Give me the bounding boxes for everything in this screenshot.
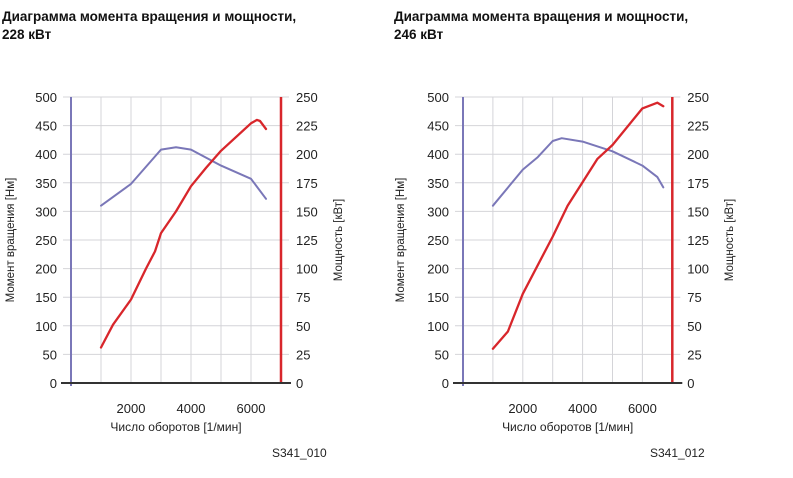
y2-tick-label: 50 (687, 319, 701, 334)
y-tick-label: 0 (50, 376, 57, 391)
y2-tick-label: 200 (687, 147, 709, 162)
y2-tick-label: 150 (687, 204, 709, 219)
y-axis-label: Момент вращения [Нм] (5, 178, 17, 303)
x-axis-label: Число оборотов [1/мин] (110, 420, 241, 434)
y-tick-label: 200 (35, 262, 57, 277)
title-line-2: 228 кВт (2, 27, 52, 42)
x-tick-label: 4000 (177, 401, 206, 416)
power-line (491, 101, 665, 350)
y2-tick-label: 125 (296, 233, 318, 248)
torque-line (100, 146, 267, 207)
x-tick-label: 6000 (237, 401, 266, 416)
y2-tick-label: 0 (687, 376, 694, 391)
y-tick-label: 100 (427, 319, 449, 334)
y2-tick-label: 75 (296, 290, 310, 305)
y-tick-label: 250 (35, 233, 57, 248)
y2-tick-label: 225 (687, 119, 709, 134)
y-tick-label: 50 (43, 347, 57, 362)
y2-axis-label: Мощность [кВт] (333, 199, 345, 282)
y-tick-label: 250 (427, 233, 449, 248)
y-tick-label: 450 (35, 119, 57, 134)
y-tick-label: 300 (35, 204, 57, 219)
y-axis-label: Момент вращения [Нм] (395, 178, 407, 303)
x-axis-label: Число оборотов [1/мин] (502, 420, 633, 434)
figure-code-2: S341_012 (650, 446, 705, 460)
torque-line (491, 137, 665, 207)
y2-tick-label: 250 (296, 90, 318, 105)
y2-tick-label: 0 (296, 376, 303, 391)
y-tick-label: 400 (35, 147, 57, 162)
y-tick-label: 150 (35, 290, 57, 305)
y-tick-label: 500 (35, 90, 57, 105)
y2-tick-label: 75 (687, 290, 701, 305)
x-tick-label: 6000 (628, 401, 657, 416)
y2-tick-label: 200 (296, 147, 318, 162)
y-tick-label: 350 (427, 176, 449, 191)
x-tick-label: 4000 (568, 401, 597, 416)
y2-tick-label: 225 (296, 119, 318, 134)
y2-tick-label: 250 (687, 90, 709, 105)
y2-tick-label: 175 (296, 176, 318, 191)
y-tick-label: 50 (435, 347, 449, 362)
y2-axis-label: Мощность [кВт] (724, 199, 736, 282)
y2-tick-label: 25 (296, 347, 310, 362)
chart-title-2: Диаграмма момента вращения и мощности, 24… (394, 8, 688, 44)
x-tick-label: 2000 (117, 401, 146, 416)
y-tick-label: 400 (427, 147, 449, 162)
y2-tick-label: 125 (687, 233, 709, 248)
y2-tick-label: 150 (296, 204, 318, 219)
y-tick-label: 500 (427, 90, 449, 105)
y2-tick-label: 50 (296, 319, 310, 334)
y-tick-label: 350 (35, 176, 57, 191)
x-tick-label: 2000 (508, 401, 537, 416)
title-line-1: Диаграмма момента вращения и мощности, (2, 9, 297, 24)
y-tick-label: 100 (35, 319, 57, 334)
y-tick-label: 150 (427, 290, 449, 305)
figure-code-1: S341_010 (272, 446, 327, 460)
y2-tick-label: 100 (687, 262, 709, 277)
y-tick-label: 0 (442, 376, 449, 391)
y-tick-label: 200 (427, 262, 449, 277)
y-tick-label: 450 (427, 119, 449, 134)
title-line-2: 246 кВт (394, 27, 444, 42)
power-line (99, 118, 268, 349)
y2-tick-label: 25 (687, 347, 701, 362)
y2-tick-label: 175 (687, 176, 709, 191)
chart-title-1: Диаграмма момента вращения и мощности, 22… (2, 8, 296, 44)
title-line-1: Диаграмма момента вращения и мощности, (394, 9, 689, 24)
y2-tick-label: 100 (296, 262, 318, 277)
y-tick-label: 300 (427, 204, 449, 219)
